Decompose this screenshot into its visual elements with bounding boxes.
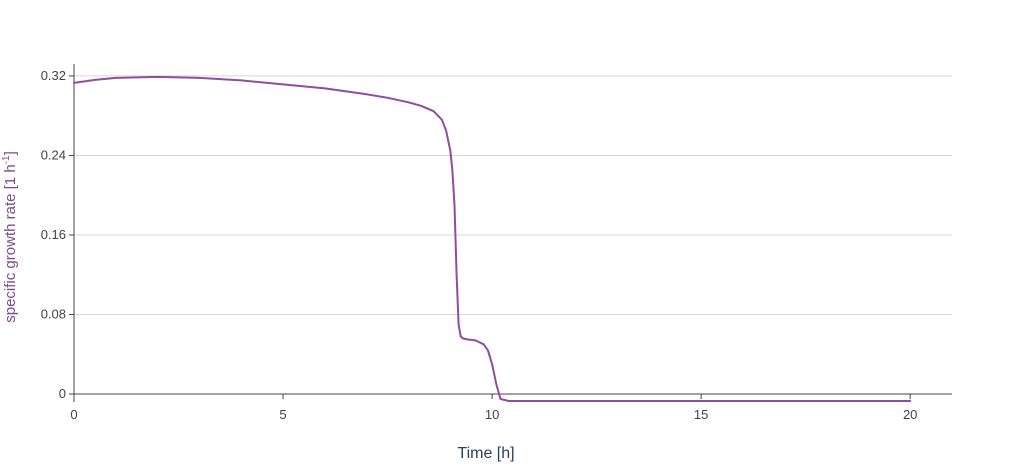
x-tick-label: 5 [279, 407, 286, 422]
y-axis-title: specific growth rate [1 h-1] [1, 151, 19, 323]
x-axis-ticks: 0 5 10 15 20 [70, 394, 917, 422]
y-axis-ticks: 0 0.08 0.16 0.24 0.32 [41, 68, 74, 401]
x-tick-label: 15 [694, 407, 708, 422]
x-tick-label: 20 [903, 407, 917, 422]
y-tick-label: 0 [59, 386, 66, 401]
y-tick-label: 0.16 [41, 227, 66, 242]
y-tick-label: 0.32 [41, 68, 66, 83]
y-axis-title-superscript: -1 [1, 155, 12, 164]
y-tick-label: 0.24 [41, 147, 66, 162]
y-axis-title-main: specific growth rate [1 h [2, 164, 19, 322]
x-tick-label: 0 [70, 407, 77, 422]
x-axis-title: Time [h] [457, 445, 514, 462]
series-line [73, 75, 912, 402]
x-tick-label: 10 [485, 407, 499, 422]
axes [73, 64, 952, 402]
y-tick-label: 0.08 [41, 307, 66, 322]
y-axis-title-end: ] [2, 151, 19, 155]
grid-lines [74, 75, 952, 316]
series-layer [73, 75, 912, 402]
